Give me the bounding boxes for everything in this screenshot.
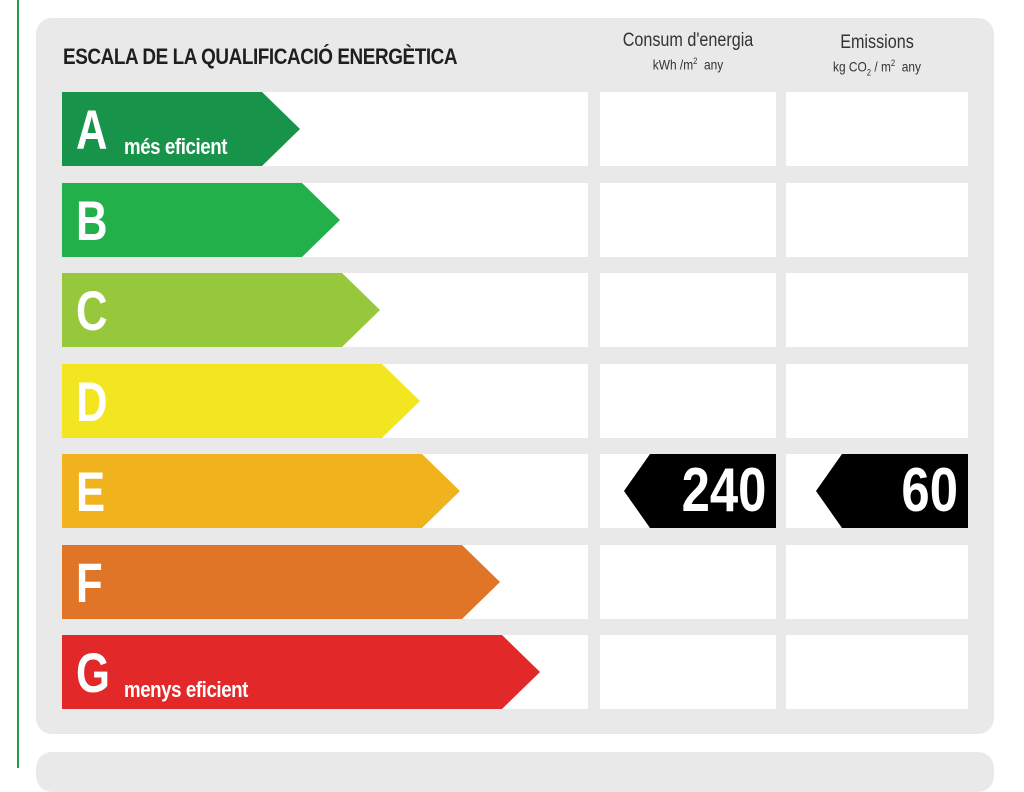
emissions-cell-d xyxy=(786,364,968,438)
emissions-cell-a xyxy=(786,92,968,166)
class-letter-b: B xyxy=(76,189,108,252)
column-header-emissions-label: Emissions xyxy=(840,32,914,53)
energy-cell-g xyxy=(600,635,776,709)
class-letter-a: A xyxy=(76,98,108,161)
class-letter-e: E xyxy=(76,460,106,523)
class-arrow-fill-a xyxy=(62,92,300,166)
class-label-a: més eficient xyxy=(124,134,227,159)
emissions-cell-c xyxy=(786,273,968,347)
class-letter-g: G xyxy=(76,641,110,704)
chart-title: ESCALA DE LA QUALIFICACIÓ ENERGÈTICA xyxy=(63,44,458,69)
column-header-emissions-unit: kg CO2 / m2 any xyxy=(833,58,921,78)
energy-cell-d xyxy=(600,364,776,438)
class-letter-f: F xyxy=(76,551,103,614)
column-header-emissions: Emissions kg CO2 / m2 any xyxy=(786,32,968,77)
energy-cell-a xyxy=(600,92,776,166)
class-arrow-fill-g xyxy=(62,635,540,709)
emissions-rating-badge-fill xyxy=(816,454,968,528)
class-arrow-shape-a xyxy=(62,92,300,166)
class-arrow-fill-c xyxy=(62,273,380,347)
left-border-line xyxy=(17,0,19,768)
class-arrow-fill-d xyxy=(62,364,420,438)
emissions-rating-badge-shape xyxy=(816,454,968,528)
column-header-energy-label: Consum d'energia xyxy=(622,30,754,51)
energy-cell-b xyxy=(600,183,776,257)
emissions-cell-g xyxy=(786,635,968,709)
next-panel-edge xyxy=(36,752,994,792)
class-arrow-shape-e xyxy=(62,454,460,528)
column-header-energy: Consum d'energia kWh /m2 any xyxy=(600,30,776,73)
energy-cell-c xyxy=(600,273,776,347)
class-arrow-e: E xyxy=(62,454,460,528)
class-arrow-shape-f xyxy=(62,545,500,619)
class-letter-d: D xyxy=(76,370,108,433)
class-arrow-c: C xyxy=(62,273,380,347)
energy-cell-f xyxy=(600,545,776,619)
class-arrow-f: F xyxy=(62,545,500,619)
emissions-cell-b xyxy=(786,183,968,257)
class-label-g: menys eficient xyxy=(124,677,248,702)
class-arrow-shape-g xyxy=(62,635,540,709)
energy-rating-badge: 240 xyxy=(624,454,776,528)
emissions-cell-f xyxy=(786,545,968,619)
energy-rating-badge-value: 240 xyxy=(681,456,766,525)
class-arrow-shape-d xyxy=(62,364,420,438)
class-arrow-fill-e xyxy=(62,454,460,528)
energy-rating-badge-fill xyxy=(624,454,776,528)
energy-rating-badge-shape xyxy=(624,454,776,528)
class-letter-c: C xyxy=(76,279,108,342)
emissions-rating-badge-value: 60 xyxy=(901,456,958,525)
class-arrow-d: D xyxy=(62,364,420,438)
class-arrow-fill-f xyxy=(62,545,500,619)
class-arrow-shape-c xyxy=(62,273,380,347)
emissions-rating-badge: 60 xyxy=(816,454,968,528)
class-arrow-b: B xyxy=(62,183,340,257)
column-header-energy-unit: kWh /m2 any xyxy=(652,56,724,73)
class-arrow-fill-b xyxy=(62,183,340,257)
class-arrow-shape-b xyxy=(62,183,340,257)
